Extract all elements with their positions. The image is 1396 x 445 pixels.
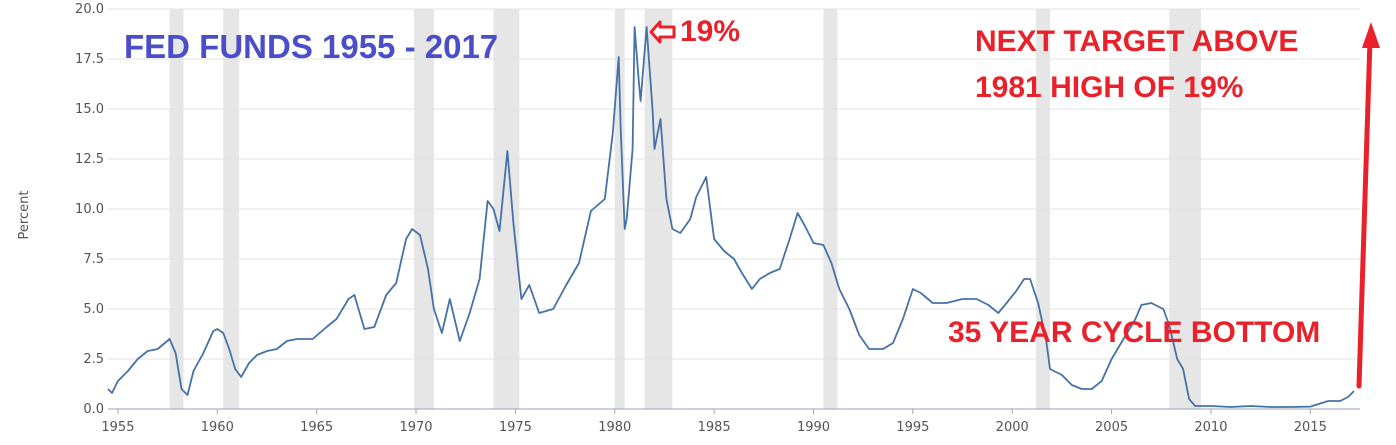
x-tick-label: 1965 bbox=[300, 420, 333, 435]
target-annotation-line1: NEXT TARGET ABOVE bbox=[975, 25, 1298, 58]
chart-title: FED FUNDS 1955 - 2017 bbox=[124, 28, 498, 65]
x-tick-label: 1975 bbox=[499, 420, 532, 435]
y-tick-label: 10.0 bbox=[75, 202, 104, 217]
y-tick-label: 17.5 bbox=[75, 52, 104, 67]
y-tick-label: 0.0 bbox=[83, 402, 104, 417]
target-annotation-line2: 1981 HIGH OF 19% bbox=[975, 71, 1243, 104]
x-tick-labels: 1955 1960 1965 1970 1975 1980 1985 1990 1995 2000… bbox=[101, 420, 1326, 435]
x-tick-label: 1995 bbox=[896, 420, 929, 435]
y-tick-labels: 0.0 2.5 5.0 7.5 10.0 12.5 15.0 17.5 20.0 bbox=[75, 2, 104, 417]
x-tick-label: 1985 bbox=[698, 420, 731, 435]
y-tick-label: 20.0 bbox=[75, 2, 104, 17]
y-tick-label: 2.5 bbox=[83, 352, 104, 367]
x-tick-label: 1990 bbox=[797, 420, 830, 435]
series-layer bbox=[107, 26, 1355, 408]
y-tick-label: 7.5 bbox=[83, 252, 104, 267]
up-arrow-shaft bbox=[1356, 37, 1373, 389]
y-tick-label: 15.0 bbox=[75, 102, 104, 117]
up-arrow-head bbox=[1362, 22, 1380, 48]
y-tick-label: 12.5 bbox=[75, 152, 104, 167]
x-tick-label: 1960 bbox=[201, 420, 234, 435]
peak-annotation: 19% bbox=[649, 15, 740, 48]
up-arrow-icon bbox=[1356, 22, 1380, 389]
x-tick-label: 1970 bbox=[399, 420, 432, 435]
x-tick-label: 1955 bbox=[101, 420, 134, 435]
x-tick-label: 2005 bbox=[1095, 420, 1128, 435]
x-tick-label: 2015 bbox=[1294, 420, 1327, 435]
series-line-fed-funds bbox=[107, 26, 1355, 408]
cycle-bottom-annotation: 35 YEAR CYCLE BOTTOM bbox=[948, 316, 1320, 349]
x-tick-label: 2000 bbox=[996, 420, 1029, 435]
y-axis-label: Percent bbox=[17, 191, 32, 240]
x-tick-label: 2010 bbox=[1194, 420, 1227, 435]
axes bbox=[108, 408, 1360, 414]
x-tick-label: 1980 bbox=[598, 420, 631, 435]
peak-label: 19% bbox=[680, 15, 740, 48]
y-tick-label: 5.0 bbox=[83, 302, 104, 317]
left-arrow-icon bbox=[649, 20, 676, 44]
